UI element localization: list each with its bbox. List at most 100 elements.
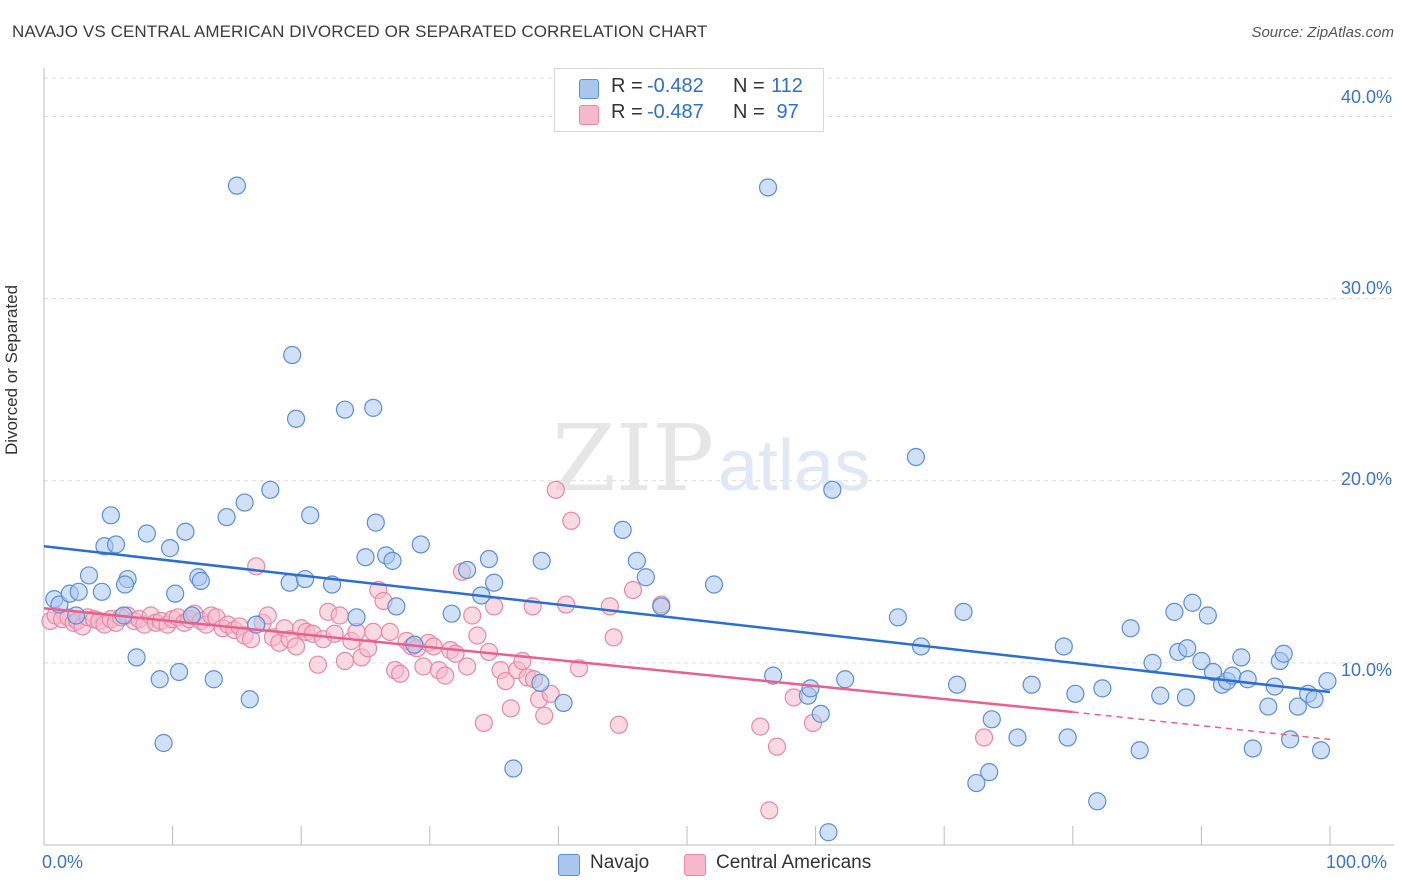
navajo-point — [150, 670, 169, 689]
navajo-point — [176, 522, 195, 541]
watermark-atlas: atlas — [718, 426, 870, 506]
navajo-point — [101, 506, 120, 525]
navajo-point — [1198, 606, 1217, 625]
central-americans-point — [546, 480, 565, 499]
navajo-point — [1058, 728, 1077, 747]
navajo-swatch — [579, 79, 599, 99]
central-americans-point — [247, 557, 266, 576]
navajo-point — [1281, 730, 1300, 749]
navajo-point — [191, 571, 210, 590]
central-americans-point — [436, 666, 455, 685]
navajo-point — [160, 539, 180, 558]
navajo-point — [1192, 651, 1211, 671]
navajo-point — [280, 573, 299, 592]
legend-n-value: 112 — [771, 75, 803, 97]
x-tick-max: 100.0% — [1326, 852, 1388, 872]
navajo-point — [411, 535, 430, 554]
central-americans-point — [364, 622, 383, 641]
navajo-point — [627, 551, 646, 570]
navajo-point — [479, 549, 499, 569]
navajo-point — [1165, 602, 1184, 621]
central-americans-point — [463, 606, 482, 625]
central-americans-point — [767, 737, 787, 756]
navajo-point — [347, 608, 366, 627]
navajo-point — [1054, 637, 1073, 656]
navajo-point — [286, 409, 306, 428]
navajo-point — [1176, 688, 1196, 707]
y-tick-20: 20.0% — [1340, 469, 1392, 489]
navajo-point — [1232, 648, 1251, 667]
navajo-point — [137, 524, 156, 543]
navajo-point — [652, 597, 671, 616]
central-americans-trend-line — [43, 606, 1073, 714]
central-americans-point — [325, 624, 344, 643]
navajo-point — [261, 480, 280, 499]
navajo-point — [531, 673, 550, 692]
navajo-trend-line — [43, 545, 1331, 694]
navajo-point — [980, 763, 999, 782]
navajo-point — [356, 548, 375, 567]
legend-row-navajo: R = -0.482 N = 112 — [555, 75, 823, 101]
navajo-point — [554, 693, 573, 713]
navajo-point — [69, 582, 88, 601]
central-americans-point — [760, 801, 779, 820]
navajo-point — [154, 733, 173, 753]
navajo-point — [364, 398, 383, 417]
legend-row-central-americans: R = -0.487 N = 97 — [555, 101, 823, 127]
navajo-point — [1243, 739, 1262, 758]
navajo-point — [982, 710, 1001, 729]
legend-r-value: -0.482 — [647, 75, 704, 97]
navajo-point — [1151, 686, 1170, 705]
navajo-point — [1274, 644, 1293, 663]
navajo-point — [1183, 593, 1202, 612]
navajo-point — [1066, 684, 1085, 703]
navajo-point — [485, 573, 504, 592]
navajo-point — [764, 666, 783, 685]
legend-label-central-americans: Central Americans — [716, 852, 872, 873]
legend-n-label: N = — [733, 101, 771, 123]
navajo-point — [504, 759, 523, 778]
watermark-zip: ZIP — [552, 405, 714, 512]
navajo-point — [819, 823, 838, 842]
navajo-point — [217, 508, 236, 527]
y-tick-10: 10.0% — [1340, 660, 1392, 680]
navajo-point — [1130, 741, 1149, 760]
navajo-point — [383, 551, 402, 570]
navajo-point — [1259, 697, 1278, 716]
navajo-point — [1022, 675, 1041, 694]
legend-r-label: R = — [611, 75, 649, 97]
central-americans-point — [468, 626, 487, 645]
navajo-point — [1008, 728, 1027, 747]
navajo-point — [811, 704, 830, 723]
navajo-point — [1311, 741, 1331, 760]
central-americans-swatch — [579, 105, 599, 125]
navajo-point — [240, 690, 259, 709]
navajo-point — [636, 568, 655, 587]
navajo-point — [801, 679, 820, 698]
navajo-point — [442, 604, 461, 623]
navajo-point — [79, 566, 99, 585]
navajo-point — [758, 178, 778, 197]
navajo-legend-swatch — [558, 854, 580, 876]
navajo-point — [1088, 792, 1107, 811]
navajo-point — [823, 480, 842, 499]
central-americans-point — [474, 713, 493, 733]
navajo-point — [106, 535, 126, 554]
navajo-point — [1093, 679, 1112, 698]
central-americans-legend-swatch — [684, 854, 706, 876]
navajo-point — [67, 606, 86, 625]
x-tick-min: 0.0% — [42, 852, 84, 872]
navajo-point — [947, 675, 967, 694]
navajo-point — [888, 608, 908, 627]
y-tick-30: 30.0% — [1340, 278, 1392, 298]
navajo-point — [1121, 619, 1140, 638]
central-americans-point — [501, 699, 520, 718]
central-americans-point — [751, 717, 770, 736]
central-americans-point — [286, 637, 306, 656]
legend-n-label: N = — [733, 75, 771, 97]
central-americans-point — [569, 659, 589, 678]
navajo-point — [1178, 639, 1197, 658]
stats-legend: R = -0.482 N = 112 R = -0.487 N = 97 — [554, 68, 824, 132]
y-axis-label: Divorced or Separated — [2, 284, 21, 455]
navajo-point — [235, 493, 254, 512]
